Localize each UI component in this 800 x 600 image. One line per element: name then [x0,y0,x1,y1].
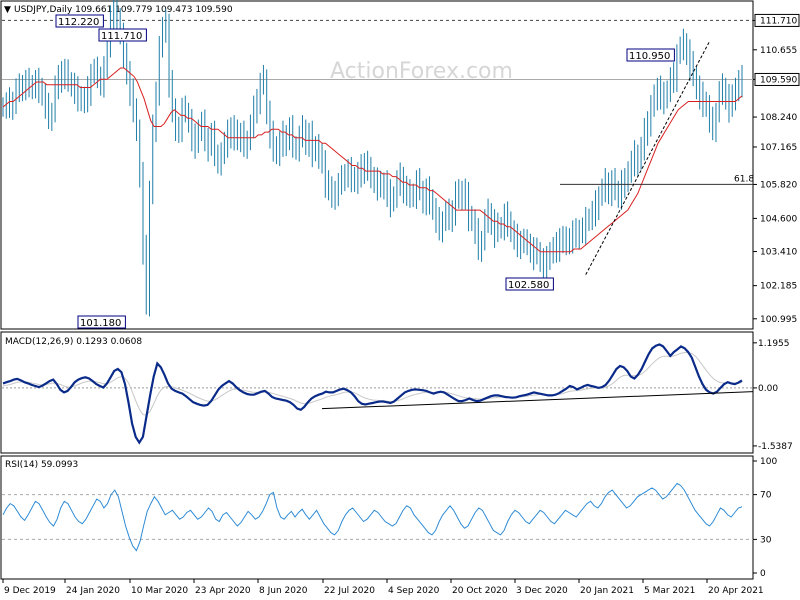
time-axis-label: 23 Apr 2020 [195,586,251,596]
time-axis-label: 4 Sep 2020 [388,586,440,596]
time-axis-label: 20 Oct 2020 [452,586,508,596]
macd-axis-label: -1.5387 [758,442,793,452]
time-axis-label: 8 Jun 2020 [259,586,308,596]
macd-layer [2,343,754,445]
price-annotation-label: 112.220 [58,17,99,28]
time-axis-label: 9 Dec 2019 [4,586,56,596]
macd-axis-label: 0.00 [758,384,778,394]
macd-signal-line [2,352,743,416]
macd-header: MACD(12,26,9) 0.1293 0.0608 [5,337,142,347]
macd-panel [0,331,754,454]
price-axis-label: 100.995 [760,315,797,325]
rsi-axis-label: 30 [760,535,772,545]
price-annotation-box [626,48,675,62]
price-axis-label: 103.410 [760,248,797,258]
price-axis-label: 109.590 [760,75,797,85]
macd-trend-line [321,391,754,410]
rsi-header: RSI(14) 59.0993 [5,460,78,470]
price-layer [2,0,753,317]
rsi-axis-label: 100 [760,457,777,467]
price-axis-label: 107.165 [760,143,797,153]
rsi-layer [2,482,753,552]
time-axis-label: 24 Jan 2020 [66,586,120,596]
price-annotation-box [505,277,554,291]
time-axis-label: 5 Mar 2021 [644,586,695,596]
moving-average-line [2,67,743,253]
rsi-panel [0,455,754,580]
price-header: USDJPY,Daily 109.661 109.779 109.473 109… [14,5,233,15]
rsi-line [2,482,743,552]
rsi-axis-label: 0 [760,569,766,579]
time-axis-label: 20 Apr 2021 [708,586,764,596]
price-axis-highlight [754,72,800,86]
time-axis-label: 10 Mar 2020 [131,586,188,596]
time-axis-label: 3 Dec 2020 [516,586,568,596]
time-axis-label: 22 Jul 2020 [324,586,375,596]
price-annotation-box [77,315,126,329]
fib-618-label: 61.8 [734,174,754,184]
price-axis-label: 110.655 [760,46,797,56]
watermark: ActionForex.com [330,59,513,84]
price-annotation-label: 101.180 [80,318,121,329]
price-annotation-label: 110.950 [629,51,670,62]
price-annotation-box [55,14,104,28]
price-axis-label: 111.710 [760,16,797,26]
price-annotation-label: 111.710 [101,31,142,42]
price-axis-label: 102.185 [760,282,797,292]
price-axis-label: 108.240 [760,113,797,123]
macd-axis-label: 1.1955 [758,339,790,349]
price-axis-label: 105.820 [760,180,797,190]
macd-main-line [2,343,743,445]
rsi-axis-label: 70 [760,491,772,501]
price-axis-highlight [754,13,800,27]
axis-layer: 111.710 110.655 109.590 108.240 107.165 105.8… [2,13,800,596]
price-axis-label: 104.600 [760,214,797,224]
collapse-icon[interactable]: ▼ [4,5,11,15]
price-annotation-box [98,28,147,42]
fib-trend-line [585,41,710,275]
price-annotation-label: 102.580 [508,280,549,291]
time-axis-label: 20 Jan 2021 [580,586,634,596]
